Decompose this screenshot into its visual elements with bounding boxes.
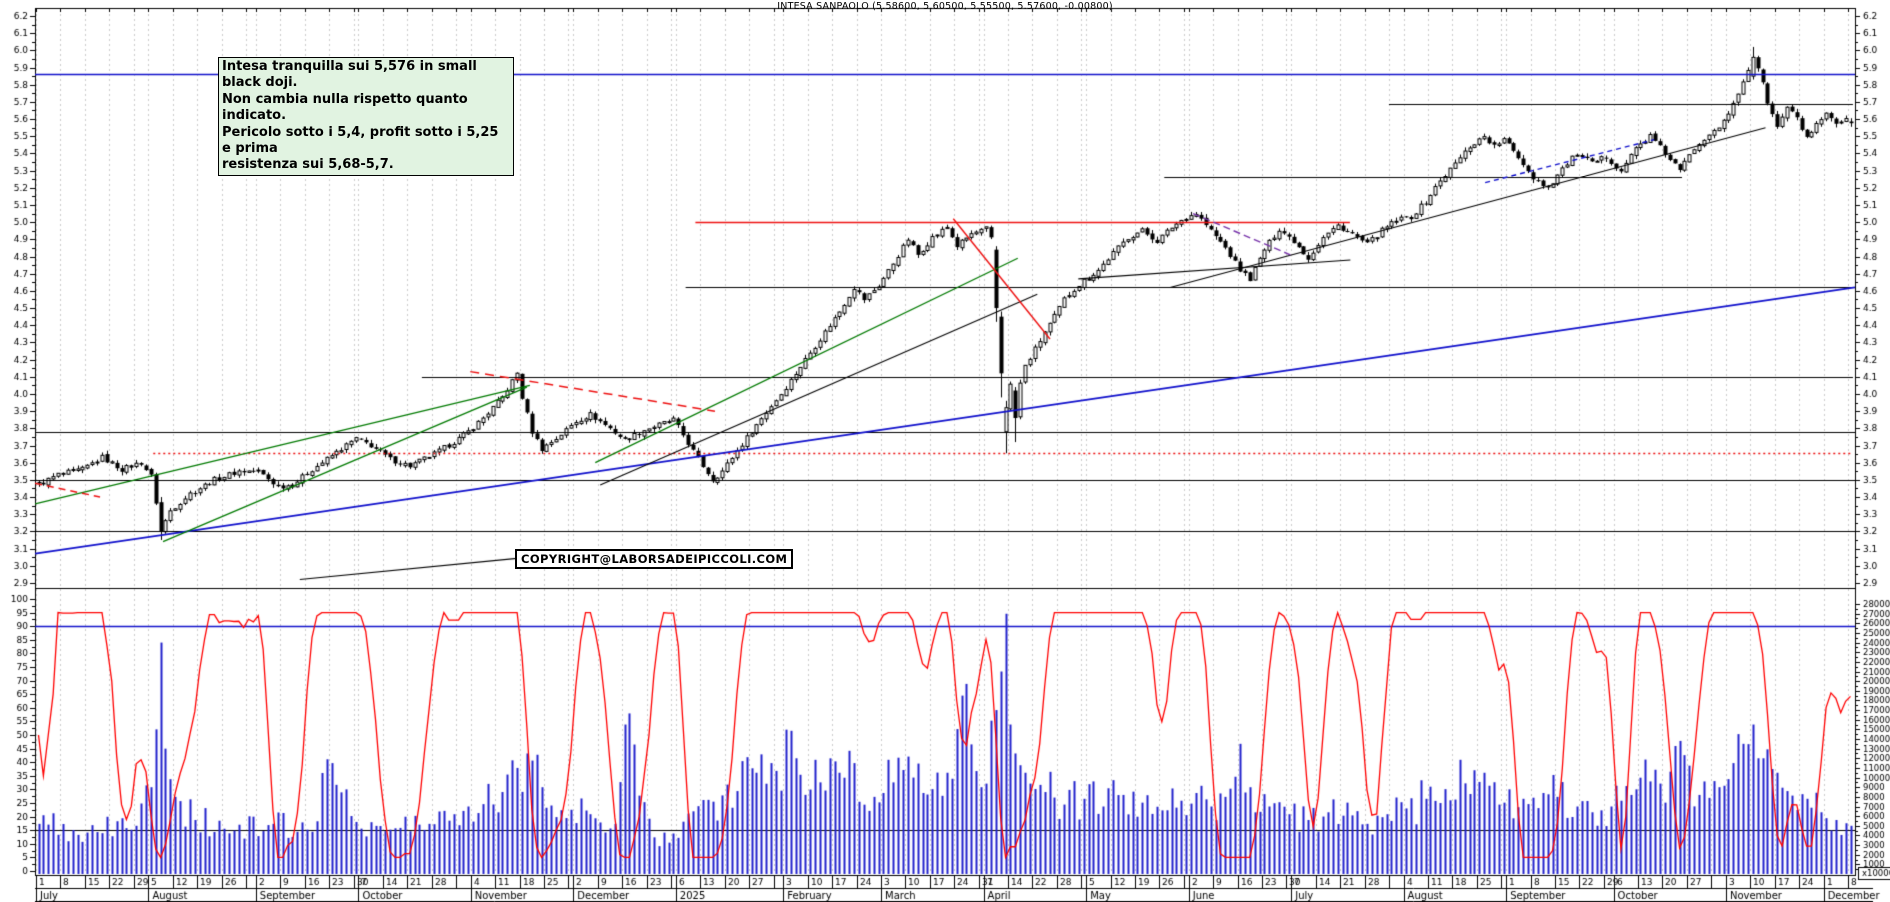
- analysis-annotation[interactable]: Intesa tranquilla sui 5,576 in small bla…: [218, 57, 514, 176]
- copyright-label[interactable]: COPYRIGHT@LABORSADEIPICCOLI.COM: [515, 549, 794, 569]
- chart-title: INTESA SANPAOLO (5.58600, 5.60500, 5.555…: [777, 1, 1113, 12]
